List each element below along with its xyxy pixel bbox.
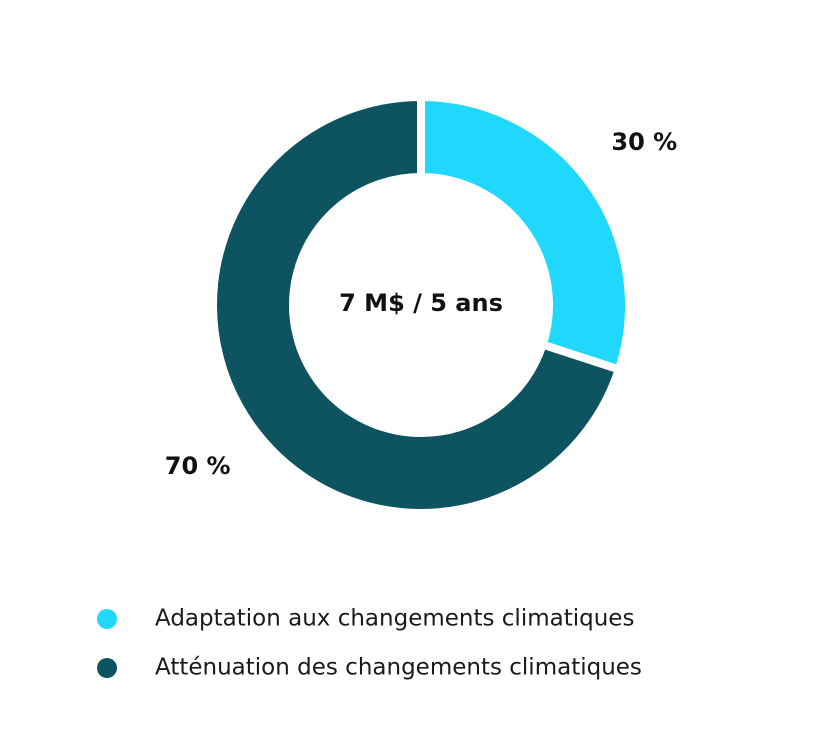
slice — [209, 92, 624, 517]
slice — [417, 92, 633, 375]
legend-label: Atténuation des changements climatiques — [155, 655, 642, 681]
legend-marker — [97, 658, 117, 678]
center-label: 7 M$ / 5 ans — [339, 289, 503, 317]
value-label: 70 % — [165, 452, 231, 480]
value-label: 30 % — [611, 128, 677, 156]
legend-marker — [97, 609, 117, 629]
legend-label: Adaptation aux changements climatiques — [155, 606, 634, 632]
